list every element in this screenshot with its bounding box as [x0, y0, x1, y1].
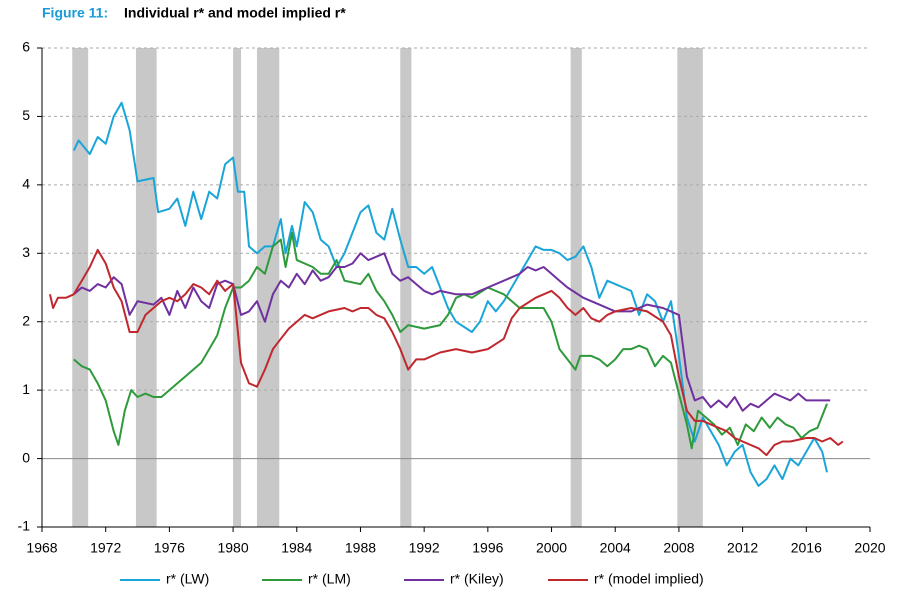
- x-tick-label: 2020: [854, 540, 885, 556]
- recession-band: [135, 48, 157, 527]
- recession-band: [256, 48, 280, 527]
- recession-band: [570, 48, 582, 527]
- x-tick-label: 1976: [154, 540, 185, 556]
- legend-label: r* (LM): [308, 571, 351, 587]
- x-tick-label: 1992: [409, 540, 440, 556]
- y-tick-label: 1: [22, 381, 30, 397]
- series-line: [73, 231, 828, 450]
- series-line: [73, 252, 831, 412]
- x-tick-label: 2004: [600, 540, 631, 556]
- x-tick-label: 1996: [472, 540, 503, 556]
- y-tick-label: 4: [22, 176, 30, 192]
- recession-band: [677, 48, 703, 527]
- recession-band: [400, 48, 412, 527]
- y-tick-label: 3: [22, 244, 30, 260]
- y-tick-label: 6: [22, 39, 30, 55]
- x-tick-label: 2012: [727, 540, 758, 556]
- legend-label: r* (LW): [166, 571, 209, 587]
- recession-band: [72, 48, 89, 527]
- x-tick-label: 2000: [536, 540, 567, 556]
- x-tick-label: 1972: [90, 540, 121, 556]
- x-tick-label: 1980: [217, 540, 248, 556]
- chart-title: Individual r* and model implied r*: [124, 5, 346, 21]
- x-tick-label: 2016: [791, 540, 822, 556]
- x-tick-label: 1984: [281, 540, 312, 556]
- x-tick-label: 2008: [663, 540, 694, 556]
- series-line: [49, 248, 844, 457]
- series-line: [72, 101, 828, 487]
- y-tick-label: 0: [22, 449, 30, 465]
- y-tick-label: 2: [22, 312, 30, 328]
- x-tick-label: 1988: [345, 540, 376, 556]
- y-tick-label: -1: [18, 518, 31, 534]
- figure-label: Figure 11:: [42, 5, 108, 21]
- legend-label: r* (Kiley): [450, 571, 504, 587]
- y-tick-label: 5: [22, 107, 30, 123]
- x-tick-label: 1968: [26, 540, 57, 556]
- legend-label: r* (model implied): [594, 571, 704, 587]
